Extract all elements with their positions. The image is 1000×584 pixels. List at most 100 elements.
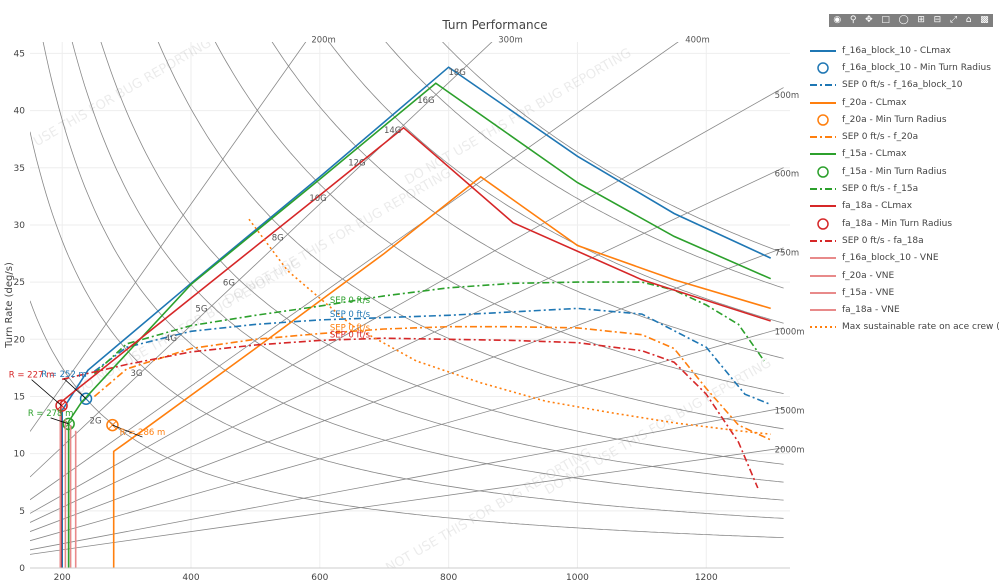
legend-swatch	[817, 217, 829, 230]
zoom-icon[interactable]: ⚲	[849, 15, 857, 25]
min-radius-marker[interactable]	[62, 417, 75, 431]
camera-icon[interactable]: ◉	[833, 15, 842, 25]
legend-item[interactable]: f_20a - CLmax	[808, 94, 998, 111]
g-line-label: 14G	[384, 126, 401, 136]
lasso-icon[interactable]: ◯	[898, 15, 909, 25]
series-layer	[55, 66, 772, 568]
plotly-logo-icon[interactable]: ▩	[980, 15, 989, 25]
legend-swatch	[810, 49, 836, 52]
legend-item[interactable]: SEP 0 ft/s - fa_18a	[808, 232, 998, 249]
legend-swatch	[810, 309, 836, 312]
legend-swatch	[810, 101, 836, 104]
g-line-label: 5G	[195, 305, 207, 315]
min-radius-label: R = 278 m	[28, 409, 74, 419]
legend-label: f_15a - VNE	[842, 287, 895, 298]
radius-line	[30, 327, 784, 542]
radius-line	[30, 447, 784, 555]
g-line	[100, 42, 784, 465]
zoom-in-icon[interactable]: ⊞	[917, 15, 925, 25]
legend-item[interactable]: fa_18a - VNE	[808, 301, 998, 318]
g-line	[30, 300, 784, 538]
series-line[interactable]	[61, 66, 772, 568]
reset-axes-icon[interactable]: ⌂	[965, 15, 972, 25]
x-tick-label: 600	[311, 573, 328, 583]
y-tick-label: 10	[14, 450, 26, 460]
legend-label: f_16a_block_10 - Min Turn Radius	[842, 62, 991, 73]
min-radius-label: R = 286 m	[120, 428, 166, 438]
chart-title: Turn Performance	[441, 18, 547, 32]
sep-label: SEP 0 ft/s	[330, 324, 371, 334]
legend-item[interactable]: f_20a - VNE	[808, 267, 998, 284]
legend-label: f_15a - CLmax	[842, 149, 907, 160]
legend-label: f_20a - VNE	[842, 270, 895, 281]
legend-swatch	[810, 257, 836, 260]
legend-label: SEP 0 ft/s - f_20a	[842, 132, 919, 143]
legend-swatch	[810, 326, 836, 329]
legend-item[interactable]: Max sustainable rate on ace crew (7.5G)	[808, 319, 1000, 336]
legend-item[interactable]: f_16a_block_10 - VNE	[808, 250, 998, 267]
y-tick-label: 45	[14, 49, 25, 59]
radius-line-label: 300m	[498, 36, 523, 46]
min-radius-marker[interactable]	[55, 399, 68, 412]
min-radius-label: R = 227 m	[9, 371, 55, 381]
y-axis-label: Turn Rate (deg/s)	[4, 262, 15, 349]
g-line	[328, 42, 784, 324]
series-line[interactable]	[67, 82, 772, 568]
legend-swatch	[817, 114, 829, 126]
series-line[interactable]	[93, 281, 765, 375]
series-line[interactable]	[93, 307, 771, 406]
series-line[interactable]	[112, 175, 771, 568]
autoscale-icon[interactable]: ⤢	[949, 15, 958, 25]
series-line[interactable]	[93, 325, 772, 441]
g-line-label: 6G	[223, 279, 235, 289]
legend-item[interactable]: f_16a_block_10 - Min Turn Radius	[808, 59, 998, 76]
radius-line	[30, 247, 784, 532]
radius-line	[30, 407, 784, 551]
g-line-label: 12G	[348, 159, 365, 169]
legend-item[interactable]: f_15a - VNE	[808, 284, 998, 301]
box-select-icon[interactable]: □	[881, 15, 890, 25]
radius-line-label: 2000m	[775, 446, 805, 456]
pan-icon[interactable]: ✥	[865, 15, 873, 25]
legend-swatch	[810, 188, 836, 191]
g-line	[157, 42, 784, 430]
x-tick-label: 200	[54, 573, 71, 583]
min-radius-marker[interactable]	[79, 392, 93, 406]
radius-line-label: 1500m	[775, 406, 805, 416]
legend-item[interactable]: SEP 0 ft/s - f_15a	[808, 180, 998, 197]
legend-label: fa_18a - Min Turn Radius	[842, 218, 953, 229]
sep-label: SEP 0 ft/s	[330, 296, 371, 306]
legend-label: f_16a_block_10 - CLmax	[842, 45, 951, 56]
legend-swatch	[810, 153, 836, 156]
x-tick-label: 1000	[566, 573, 589, 583]
series-line[interactable]	[60, 126, 771, 568]
radius-line-label: 600m	[775, 170, 800, 180]
legend-swatch	[817, 62, 829, 74]
annotation-arrow	[31, 379, 62, 406]
legend-label: f_20a - Min Turn Radius	[842, 114, 947, 125]
legend-swatch	[810, 274, 836, 277]
legend-item[interactable]: f_15a - CLmax	[808, 146, 998, 163]
y-tick-label: 0	[19, 564, 25, 574]
radius-line-label: 750m	[775, 249, 800, 259]
legend-item[interactable]: f_15a - Min Turn Radius	[808, 163, 998, 180]
x-tick-label: 800	[440, 573, 457, 583]
min-radius-label: R = 252 m	[41, 370, 87, 380]
series-line[interactable]	[248, 218, 771, 435]
min-radius-marker[interactable]	[106, 418, 119, 432]
legend-item[interactable]: f_20a - Min Turn Radius	[808, 111, 998, 128]
legend-label: f_16a_block_10 - VNE	[842, 253, 939, 264]
g-line-label: 16G	[417, 96, 434, 106]
legend-item[interactable]: SEP 0 ft/s - f_20a	[808, 128, 998, 145]
g-line	[442, 42, 784, 254]
legend-swatch	[810, 136, 836, 139]
annotation-arrow	[63, 378, 87, 400]
annotation-layer: 2G 3G 4G 5G 6G 8G 10G 12G 14G 16G 18G 200m 300m 400m 5…	[9, 36, 805, 456]
series-line[interactable]	[62, 337, 759, 489]
legend-item[interactable]: fa_18a - Min Turn Radius	[808, 215, 998, 232]
zoom-out-icon[interactable]: ⊟	[933, 15, 942, 25]
legend-item[interactable]: f_16a_block_10 - CLmax	[808, 42, 998, 59]
legend-item[interactable]: fa_18a - CLmax	[808, 198, 998, 215]
legend-item[interactable]: SEP 0 ft/s - f_16a_block_10	[808, 77, 998, 94]
